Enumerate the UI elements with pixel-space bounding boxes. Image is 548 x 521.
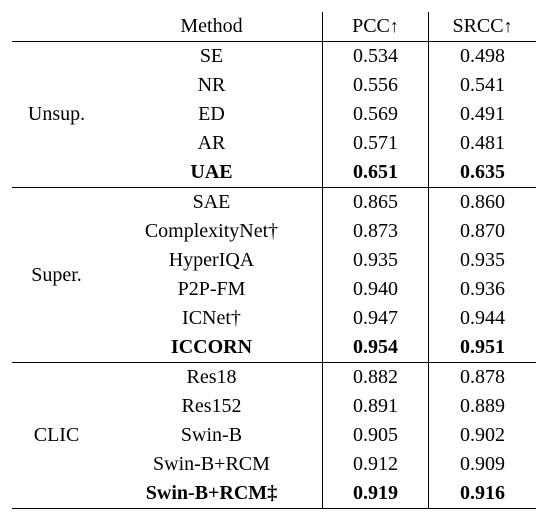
pcc-cell: 0.534: [322, 42, 428, 72]
pcc-cell: 0.935: [322, 246, 428, 275]
table-row: Unsup.SE0.5340.498: [12, 42, 536, 72]
srcc-cell: 0.498: [429, 42, 536, 72]
pcc-cell: 0.891: [322, 392, 428, 421]
srcc-cell: 0.909: [429, 450, 536, 479]
pcc-cell: 0.905: [322, 421, 428, 450]
pcc-cell: 0.940: [322, 275, 428, 304]
pcc-cell: 0.571: [322, 129, 428, 158]
method-cell: P2P-FM: [101, 275, 322, 304]
pcc-cell: 0.919: [322, 479, 428, 509]
header-pcc-text: PCC: [352, 15, 390, 37]
table-row: Super.SAE0.8650.860: [12, 188, 536, 218]
pcc-cell: 0.954: [322, 333, 428, 363]
srcc-cell: 0.870: [429, 217, 536, 246]
method-cell: UAE: [101, 158, 322, 188]
srcc-cell: 0.889: [429, 392, 536, 421]
srcc-cell: 0.935: [429, 246, 536, 275]
method-cell: SE: [101, 42, 322, 72]
pcc-cell: 0.651: [322, 158, 428, 188]
method-cell: ICCORN: [101, 333, 322, 363]
method-cell: AR: [101, 129, 322, 158]
srcc-cell: 0.860: [429, 188, 536, 218]
group-label: CLIC: [12, 363, 101, 509]
method-cell: Swin-B: [101, 421, 322, 450]
method-cell: SAE: [101, 188, 322, 218]
header-method: Method: [101, 12, 322, 42]
method-cell: Res152: [101, 392, 322, 421]
srcc-cell: 0.936: [429, 275, 536, 304]
pcc-cell: 0.873: [322, 217, 428, 246]
method-cell: Swin-B+RCM‡: [101, 479, 322, 509]
srcc-cell: 0.481: [429, 129, 536, 158]
header-srcc: SRCC↑: [429, 12, 536, 42]
method-cell: Swin-B+RCM: [101, 450, 322, 479]
method-cell: NR: [101, 71, 322, 100]
method-cell: Res18: [101, 363, 322, 393]
pcc-cell: 0.947: [322, 304, 428, 333]
up-arrow-icon: ↑: [390, 16, 399, 36]
pcc-cell: 0.912: [322, 450, 428, 479]
srcc-cell: 0.902: [429, 421, 536, 450]
srcc-cell: 0.635: [429, 158, 536, 188]
results-table: Method PCC↑ SRCC↑ Unsup.SE0.5340.498NR0.…: [12, 12, 536, 509]
pcc-cell: 0.556: [322, 71, 428, 100]
header-pcc: PCC↑: [322, 12, 428, 42]
method-cell: ICNet†: [101, 304, 322, 333]
group-label: Unsup.: [12, 42, 101, 188]
header-srcc-text: SRCC: [452, 15, 503, 37]
srcc-cell: 0.878: [429, 363, 536, 393]
srcc-cell: 0.491: [429, 100, 536, 129]
group-label: Super.: [12, 188, 101, 363]
table-header-row: Method PCC↑ SRCC↑: [12, 12, 536, 42]
method-cell: ED: [101, 100, 322, 129]
method-cell: ComplexityNet†: [101, 217, 322, 246]
header-blank: [12, 12, 101, 42]
method-cell: HyperIQA: [101, 246, 322, 275]
srcc-cell: 0.944: [429, 304, 536, 333]
up-arrow-icon: ↑: [504, 16, 513, 36]
table-body: Unsup.SE0.5340.498NR0.5560.541ED0.5690.4…: [12, 42, 536, 509]
srcc-cell: 0.951: [429, 333, 536, 363]
pcc-cell: 0.882: [322, 363, 428, 393]
srcc-cell: 0.541: [429, 71, 536, 100]
table-row: CLICRes180.8820.878: [12, 363, 536, 393]
pcc-cell: 0.865: [322, 188, 428, 218]
pcc-cell: 0.569: [322, 100, 428, 129]
srcc-cell: 0.916: [429, 479, 536, 509]
